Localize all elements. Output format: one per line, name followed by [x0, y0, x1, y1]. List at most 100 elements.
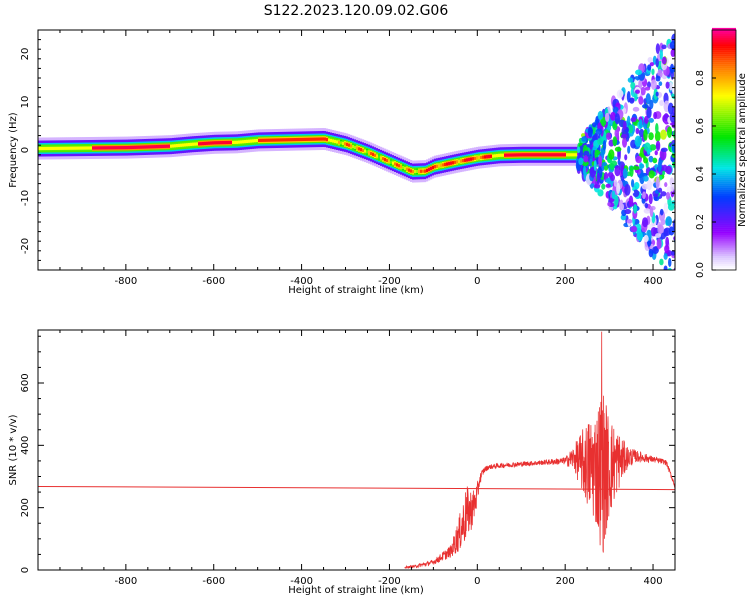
ridge-strip — [416, 169, 419, 174]
ridge-strip — [68, 146, 71, 150]
colorbar-strip — [712, 229, 736, 232]
ridge-strip — [400, 165, 403, 169]
ridge-strip — [554, 153, 557, 157]
ridge-strip — [234, 140, 237, 144]
ridge-strip — [382, 157, 385, 161]
colorbar-strip — [712, 169, 736, 172]
ridge-strip — [574, 153, 577, 157]
noise-blob — [646, 149, 651, 155]
ridge-strip — [518, 153, 521, 157]
colorbar-strip — [712, 50, 736, 53]
ridge-strip — [282, 138, 285, 142]
noise-blob — [669, 112, 675, 123]
y-tick-label: -10 — [20, 190, 31, 206]
y-tick-label: 0 — [20, 567, 31, 573]
ridge-strip — [322, 137, 325, 141]
ridge-strip — [70, 146, 73, 150]
colorbar-strip — [712, 144, 736, 148]
colorbar-strip — [712, 68, 736, 71]
noise-blob — [663, 253, 668, 260]
colorbar-frame — [711, 29, 737, 271]
ridge-strip — [384, 158, 387, 162]
noise-blob — [648, 132, 654, 141]
colorbar-strip — [712, 108, 736, 111]
noise-blob — [646, 81, 651, 89]
ridge-strip — [462, 159, 465, 163]
colorbar-strip — [712, 84, 736, 87]
ridge-strip — [52, 146, 55, 151]
colorbar-strip — [712, 150, 736, 154]
ridge-strip — [204, 141, 207, 146]
ridge-strip — [302, 137, 305, 142]
ridge-strip — [194, 142, 197, 146]
noise-blob — [670, 183, 675, 192]
ridge-strip — [288, 138, 291, 142]
snr-plot-area — [38, 331, 675, 570]
noise-blob — [648, 193, 653, 205]
y-tick-label: -20 — [20, 238, 31, 254]
noise-blob — [614, 113, 621, 125]
ridge-strip — [214, 141, 217, 145]
colorbar-tick-label: 0.2 — [695, 214, 706, 230]
colorbar-strip — [712, 132, 736, 135]
ridge-strip — [480, 155, 483, 159]
ridge-strip — [172, 144, 175, 148]
colorbar-strip — [712, 58, 736, 61]
ridge-strip — [306, 137, 309, 141]
ridge-strip — [338, 140, 341, 145]
spectrogram-panel: -800 -600 -400 -200 0 200 400 -20 -10 0 10 20 Height… — [8, 29, 676, 296]
noise-blob — [665, 81, 670, 89]
noise-blob — [668, 226, 675, 236]
ridge-strip — [556, 153, 559, 157]
ridge-strip — [304, 137, 307, 141]
ridge-strip — [506, 153, 509, 157]
colorbar-strip — [712, 163, 736, 166]
colorbar-tick-label: 0.8 — [695, 70, 706, 86]
colorbar-strip — [712, 146, 736, 150]
ridge-strip — [106, 146, 109, 150]
ridge-strip — [178, 143, 181, 148]
noise-blob — [661, 56, 667, 65]
ridge-strip — [374, 153, 377, 157]
ridge-strip — [566, 153, 569, 157]
ridge-strip — [502, 153, 505, 157]
noise-blob — [626, 219, 633, 224]
ridge-strip — [186, 143, 189, 147]
ridge-strip — [534, 153, 537, 157]
ridge-strip — [230, 140, 233, 145]
noise-blob — [632, 189, 640, 198]
ridge-strip — [402, 165, 405, 170]
noise-blob — [663, 202, 669, 215]
ridge-strip — [296, 137, 299, 142]
ridge-strip — [270, 138, 273, 142]
ridge-strip — [308, 137, 311, 141]
spectrogram-heatmap — [38, 33, 675, 270]
noise-blob — [664, 244, 670, 254]
noise-blob — [672, 129, 675, 139]
colorbar-strip — [712, 76, 736, 79]
colorbar-strip — [712, 40, 736, 43]
noise-blob — [601, 161, 608, 167]
noise-blob — [628, 195, 634, 208]
ridge-strip — [60, 146, 63, 150]
ridge-strip — [90, 146, 93, 150]
noise-blob — [669, 41, 675, 50]
colorbar-strip — [712, 255, 736, 258]
noise-blob — [647, 57, 653, 63]
ridge-strip — [54, 146, 57, 150]
noise-blob — [660, 147, 668, 153]
colorbar-strip — [712, 33, 736, 37]
noise-blob — [624, 154, 628, 161]
ridge-strip — [346, 142, 349, 147]
ridge-strip — [268, 138, 271, 142]
noise-blob — [630, 179, 635, 188]
noise-blob — [669, 236, 674, 242]
ridge-strip — [524, 153, 527, 157]
colorbar-strip — [712, 110, 736, 113]
colorbar-strip — [712, 54, 736, 57]
colorbar-tick-label: 0.0 — [695, 262, 706, 278]
ridge-strip — [58, 146, 61, 150]
ridge-strip — [144, 145, 147, 149]
ridge-strip — [64, 146, 67, 150]
ridge-strip — [316, 137, 319, 141]
